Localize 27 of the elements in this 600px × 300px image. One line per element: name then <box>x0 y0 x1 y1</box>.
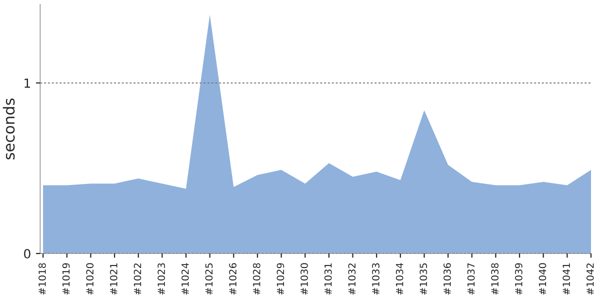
x-tick-label: #1034 <box>396 263 404 295</box>
x-tick-label: #1035 <box>420 263 428 295</box>
x-tick-label: #1019 <box>62 263 70 295</box>
x-tick-label: #1021 <box>110 263 118 295</box>
x-tick-label: #1031 <box>324 263 332 295</box>
x-tick-label: #1036 <box>444 263 451 295</box>
x-tick-label: #1029 <box>276 263 284 295</box>
y-axis-title: seconds <box>2 98 15 160</box>
x-tick-label: #1032 <box>348 264 356 295</box>
x-tick-label: #1023 <box>158 263 165 295</box>
y-tick-label: 1 <box>24 78 30 88</box>
x-tick-label: #1018 <box>38 263 46 295</box>
x-tick-label: #1026 <box>229 263 236 295</box>
y-tick-label: 0 <box>24 248 30 258</box>
x-tick-label: #1030 <box>300 263 308 295</box>
x-tick-label: #1025 <box>205 263 213 295</box>
x-tick-label: #1041 <box>562 263 570 295</box>
x-tick-label: #1022 <box>134 264 142 295</box>
x-tick-label: #1033 <box>372 263 380 295</box>
x-tick-label: #1040 <box>538 263 546 295</box>
x-tick-label: #1039 <box>514 263 522 295</box>
x-tick-label: #1042 <box>586 264 594 295</box>
x-tick-label: #1037 <box>467 263 475 295</box>
x-tick-label: #1038 <box>491 263 499 295</box>
x-tick-label: #1024 <box>181 263 189 295</box>
x-tick-label: #1020 <box>86 263 94 295</box>
x-tick-label: #1028 <box>252 263 260 295</box>
